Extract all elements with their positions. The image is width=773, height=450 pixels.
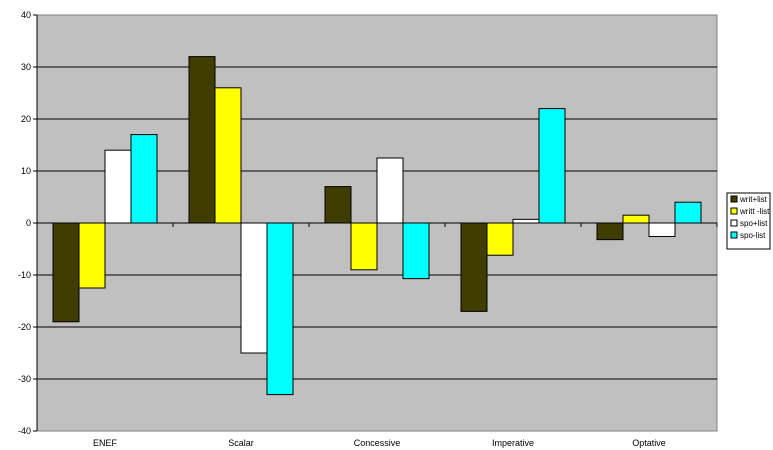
x-tick-label: Concessive [354,438,401,448]
bar-writt-list-enef [78,222,106,289]
bar-writ-list-imperative [460,222,488,312]
legend-label: spo+list [740,219,768,228]
y-tick-label: -40 [18,426,31,436]
x-axis-ticks: ENEF Scalar Concessive Imperative Optative [36,223,718,448]
y-tick-label: 40 [21,10,31,20]
bars [52,56,702,396]
legend-label: writt -list [739,207,770,216]
bar-spo-list-enef [130,134,158,224]
y-axis-ticks: 40 30 20 10 0 -10 -20 -30 -40 [18,10,37,436]
bar-writ-list-scalar [188,56,216,224]
legend-swatch [730,207,738,215]
bar-spo-list-optative [674,201,702,224]
legend-label: writ+list [739,195,768,204]
y-tick-label: 0 [26,218,31,228]
legend-label: spo-list [740,231,766,240]
bar-writt-list-concessive [350,222,378,271]
legend-swatch [730,231,738,239]
bar-writt-list-scalar [214,87,242,224]
bar-spo-list-optative [648,222,676,238]
bar-writt-list-imperative [486,222,514,256]
x-tick-label: Imperative [492,438,534,448]
gridlines [37,66,717,380]
y-tick-label: -30 [18,374,31,384]
bar-spo-list-imperative [538,108,566,224]
legend-swatch [730,219,738,227]
bar-spo-list-scalar [240,222,268,354]
y-tick-label: 20 [21,114,31,124]
legend-swatch [730,195,738,203]
bar-writt-list-optative [622,214,650,224]
y-tick-label: 10 [21,166,31,176]
bar-writ-list-optative [596,222,624,241]
x-tick-label: Optative [632,438,666,448]
legend: writ+list writt -list spo+list spo-list [726,192,771,250]
bar-writ-list-concessive [324,186,352,224]
bar-spo-list-concessive [402,222,430,280]
y-tick-label: -10 [18,270,31,280]
bar-spo-list-imperative [512,218,540,224]
y-tick-label: 30 [21,62,31,72]
bar-spo-list-enef [104,149,132,224]
bar-spo-list-scalar [266,222,294,396]
bar-spo-list-concessive [376,157,404,224]
x-tick-label: Scalar [228,438,254,448]
y-tick-label: -20 [18,322,31,332]
x-tick-label: ENEF [93,438,118,448]
bar-writ-list-enef [52,222,80,323]
